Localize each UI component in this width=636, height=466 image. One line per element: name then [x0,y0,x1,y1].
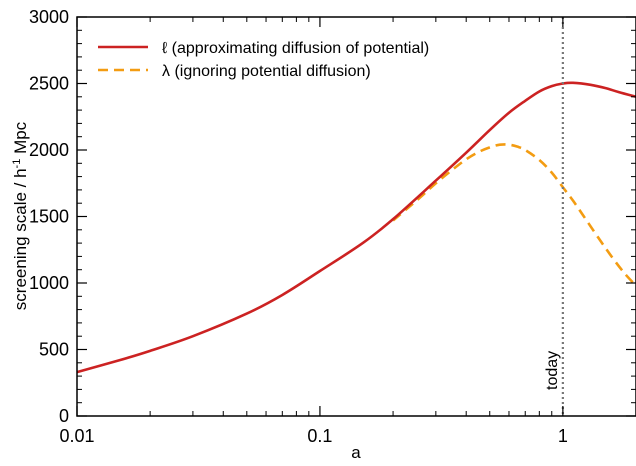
y-tick-label: 1500 [29,207,69,227]
tick-layer [76,16,636,417]
tick-label-layer: 0 500 1000 1500 2000 2500 3000 0.01 0.1 1 [29,7,568,446]
annotation-layer: today [544,17,564,416]
legend-label-lambda: λ (ignoring potential diffusion) [162,63,371,80]
y-tick-label: 2000 [29,140,69,160]
x-tick-label: 1 [558,426,568,446]
series-line-lambda [392,143,636,287]
plot-frame [76,16,636,417]
y-axis-label-superscript: -1 [11,159,23,169]
y-tick-label: 0 [59,406,69,426]
legend: ℓ (approximating diffusion of potential)… [98,40,429,80]
y-axis-label: screening scale / h-1 Mpc [11,121,30,310]
series-line-ell [76,81,636,374]
y-tick-label: 3000 [29,7,69,27]
y-tick-label: 2500 [29,74,69,94]
x-tick-label: 0.1 [307,426,332,446]
plot-area-background [77,17,636,416]
x-tick-label: 0.01 [59,426,94,446]
x-axis-label: a [351,443,361,462]
y-tick-label: 500 [39,340,69,360]
legend-label-ell: ℓ (approximating diffusion of potential) [162,40,429,57]
y-axis-label-main: screening scale / h [11,168,30,310]
today-label: today [544,351,561,390]
y-tick-label: 1000 [29,273,69,293]
series-layer [76,81,636,374]
y-axis-label-unit: Mpc [11,121,30,158]
